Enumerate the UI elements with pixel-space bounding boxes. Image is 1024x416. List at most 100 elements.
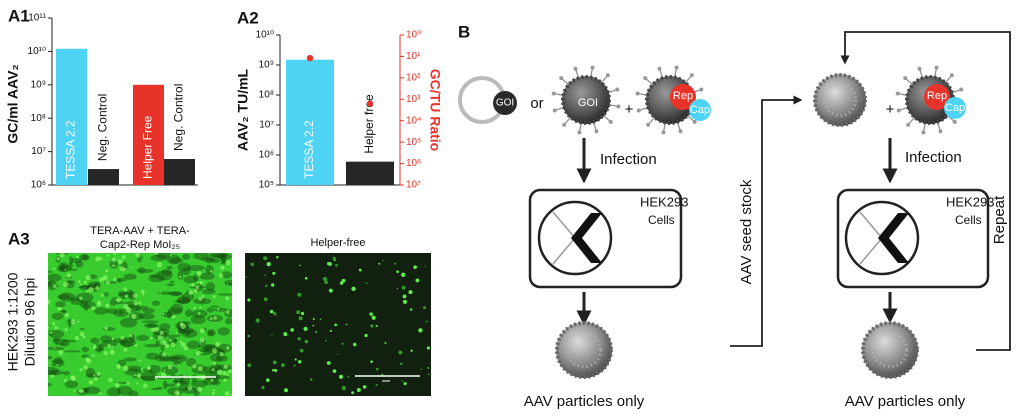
texture-spot xyxy=(176,298,191,304)
texture-spot xyxy=(207,330,215,336)
texture-spot xyxy=(124,294,128,299)
texture-spot xyxy=(227,369,232,374)
texture-spot xyxy=(57,294,70,300)
texture-spot xyxy=(371,315,376,320)
texture-spot xyxy=(120,336,125,340)
particle-pin-head xyxy=(699,87,704,92)
texture-spot xyxy=(247,334,251,338)
texture-spot xyxy=(219,351,224,357)
texture-spot xyxy=(210,305,220,308)
texture-spot xyxy=(156,262,163,268)
texture-spot xyxy=(403,382,407,386)
panel-label: A2 xyxy=(237,8,259,27)
y-axis-label: GC/ml AAV₂ xyxy=(5,64,21,143)
texture-spot xyxy=(82,254,89,261)
particle-pin-head xyxy=(608,119,613,124)
bar-label: TESSA 2.2 xyxy=(64,120,78,179)
texture-spot xyxy=(123,347,128,352)
texture-spot xyxy=(221,271,232,279)
texture-spot xyxy=(149,274,157,278)
texture-spot xyxy=(166,310,172,319)
texture-spot xyxy=(145,352,160,360)
texture-spot xyxy=(210,317,213,321)
texture-spot xyxy=(118,310,124,315)
texture-spot xyxy=(224,279,232,286)
cell-label: Cells xyxy=(955,213,982,227)
texture-spot xyxy=(206,307,214,313)
texture-spot xyxy=(170,303,184,314)
texture-spot xyxy=(298,316,303,321)
logo-ring xyxy=(844,200,920,276)
particle-pin-head xyxy=(590,65,595,70)
texture-spot xyxy=(50,359,65,367)
texture-spot xyxy=(192,253,210,260)
texture-spot xyxy=(103,350,109,356)
texture-spot xyxy=(48,346,65,351)
texture-spot xyxy=(247,363,252,368)
texture-spot xyxy=(362,385,367,389)
texture-spot xyxy=(250,262,255,267)
texture-spot xyxy=(370,324,374,328)
particle-pin-head xyxy=(896,108,901,113)
texture-spot xyxy=(211,348,218,354)
y-tick-label: 10⁸ xyxy=(259,90,274,101)
texture-spot xyxy=(155,340,160,346)
texture-spot xyxy=(62,370,71,376)
texture-spot xyxy=(141,320,160,324)
texture-spot xyxy=(48,369,63,376)
texture-spot xyxy=(364,333,368,338)
bar xyxy=(164,159,195,185)
texture-spot xyxy=(255,318,260,323)
texture-spot xyxy=(79,254,90,261)
texture-spot xyxy=(150,254,168,262)
texture-spot xyxy=(178,275,182,279)
texture-spot xyxy=(199,306,202,309)
bar xyxy=(286,59,334,185)
particle-pin-head xyxy=(551,91,556,96)
texture-spot xyxy=(144,343,161,348)
texture-spot xyxy=(150,336,153,340)
texture-spot xyxy=(54,326,58,330)
texture-spot xyxy=(63,281,69,287)
texture-spot xyxy=(199,337,205,343)
texture-spot xyxy=(193,273,199,282)
logo-chevron xyxy=(571,213,602,263)
texture-spot xyxy=(135,253,141,258)
texture-spot xyxy=(212,295,216,299)
loop-label: Repeat xyxy=(991,195,1008,244)
texture-spot xyxy=(108,377,113,383)
texture-spot xyxy=(93,348,104,351)
texture-spot xyxy=(117,259,123,265)
texture-spot xyxy=(49,362,52,364)
texture-spot xyxy=(100,293,104,297)
texture-spot xyxy=(312,324,315,327)
texture-spot xyxy=(223,364,228,369)
texture-spot xyxy=(58,350,64,356)
texture-spot xyxy=(418,328,423,333)
texture-spot xyxy=(299,348,304,353)
texture-spot xyxy=(199,272,215,280)
texture-spot xyxy=(378,262,381,265)
texture-spot xyxy=(182,328,198,338)
texture-spot xyxy=(48,281,52,287)
texture-spot xyxy=(122,365,129,372)
texture-spot xyxy=(197,386,203,392)
texture-spot xyxy=(384,342,387,344)
gene-label: GOI xyxy=(578,97,598,109)
texture-spot xyxy=(50,371,56,376)
texture-spot xyxy=(86,358,92,364)
texture-spot xyxy=(197,348,210,353)
particle-pin-head xyxy=(949,73,954,78)
texture-spot xyxy=(100,335,113,343)
texture-spot xyxy=(296,310,301,315)
texture-spot xyxy=(75,260,84,268)
texture-spot xyxy=(163,380,168,390)
texture-spot xyxy=(304,339,309,344)
texture-spot xyxy=(161,352,167,357)
texture-spot xyxy=(210,253,227,258)
connector xyxy=(730,95,803,347)
texture-spot xyxy=(365,282,368,285)
texture-spot xyxy=(48,273,62,282)
texture-spot xyxy=(265,284,268,288)
texture-spot xyxy=(247,298,251,302)
